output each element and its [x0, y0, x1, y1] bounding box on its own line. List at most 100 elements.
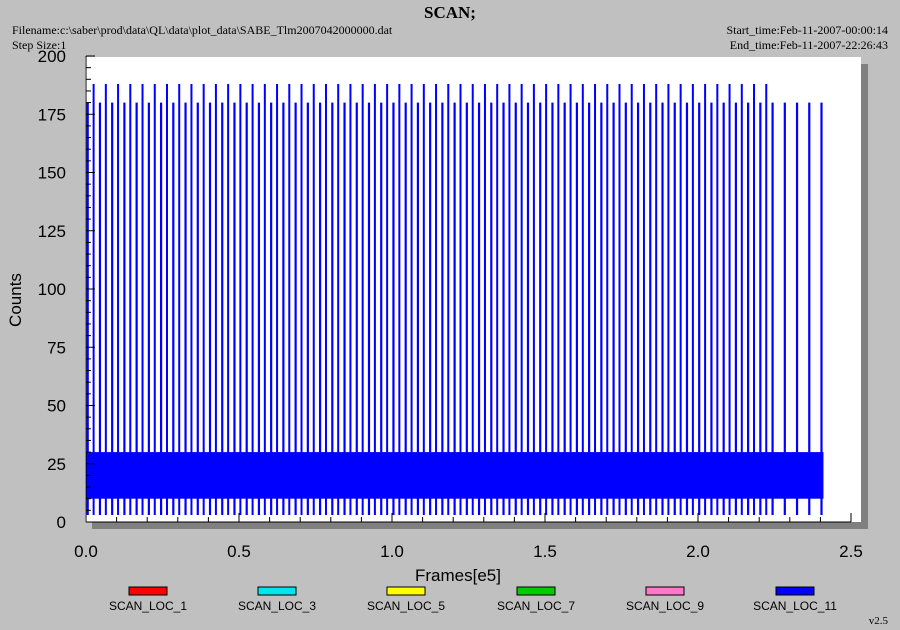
series-spike-high-scan-loc-11: [373, 83, 376, 516]
start-time-label: Start_time:Feb-11-2007-00:00:14: [726, 23, 888, 37]
series-spike-scan-loc-11: [453, 102, 456, 516]
series-spike-scan-loc-11: [490, 102, 493, 516]
version-label: v2.5: [868, 615, 888, 627]
series-spike-scan-loc-11: [759, 102, 762, 516]
series-spike-scan-loc-11: [477, 102, 481, 516]
series-spike-scan-loc-11: [355, 102, 358, 516]
y-tick-label: 0: [57, 513, 66, 532]
series-spike-high-scan-loc-11: [459, 83, 462, 516]
series-spike-high-scan-loc-11: [227, 83, 230, 516]
series-spike-scan-loc-11: [649, 102, 652, 516]
chart-title: SCAN;: [424, 3, 476, 22]
series-spike-high-scan-loc-11: [447, 83, 450, 516]
series-spike-high-scan-loc-11: [398, 83, 401, 516]
series-spike-scan-loc-11: [123, 102, 126, 516]
series-spike-scan-loc-11: [380, 102, 383, 516]
data-layer: [86, 83, 824, 516]
series-spike-scan-loc-11: [392, 102, 395, 516]
series-spike-scan-loc-11: [416, 102, 420, 516]
series-spike-scan-loc-11: [429, 102, 432, 516]
legend-label: SCAN_LOC_3: [238, 599, 316, 613]
series-spike-scan-loc-11: [526, 102, 530, 516]
series-spike-scan-loc-11: [747, 102, 750, 516]
x-axis-title: Frames[e5]: [415, 566, 501, 585]
series-spike-high-scan-loc-11: [349, 83, 352, 516]
series-spike-high-scan-loc-11: [704, 83, 707, 516]
series-spike-scan-loc-11: [722, 102, 725, 516]
series-spike-high-scan-loc-11: [471, 83, 474, 516]
series-spike-scan-loc-11: [808, 102, 811, 516]
series-spike-high-scan-loc-11: [117, 83, 120, 516]
series-spike-scan-loc-11: [624, 102, 627, 516]
series-spike-high-scan-loc-11: [679, 83, 682, 516]
legend-label: SCAN_LOC_5: [367, 599, 445, 613]
series-spike-high-scan-loc-11: [129, 83, 132, 516]
series-spike-scan-loc-11: [575, 102, 579, 516]
series-spike-high-scan-loc-11: [410, 83, 413, 516]
series-spike-high-scan-loc-11: [190, 83, 193, 516]
series-spike-high-scan-loc-11: [496, 83, 499, 516]
series-spike-scan-loc-11: [294, 102, 297, 516]
series-spike-high-scan-loc-11: [667, 83, 670, 516]
series-spike-scan-loc-11: [636, 102, 640, 516]
series-spike-high-scan-loc-11: [300, 83, 303, 516]
series-spike-scan-loc-11: [734, 102, 737, 516]
y-tick-label: 150: [38, 164, 66, 183]
series-spike-high-scan-loc-11: [483, 83, 486, 516]
x-tick-label: 0.5: [227, 542, 251, 561]
y-tick-label: 175: [38, 105, 66, 124]
series-spike-scan-loc-11: [465, 102, 468, 516]
series-spike-high-scan-loc-11: [753, 83, 756, 516]
x-tick-label: 0.0: [74, 542, 98, 561]
series-spike-high-scan-loc-11: [532, 83, 535, 516]
series-spike-high-scan-loc-11: [324, 83, 327, 516]
series-spike-scan-loc-11: [404, 102, 407, 516]
series-spike-high-scan-loc-11: [655, 83, 658, 516]
series-spike-scan-loc-11: [135, 102, 138, 516]
series-spike-scan-loc-11: [208, 102, 212, 516]
series-spike-high-scan-loc-11: [165, 83, 168, 516]
legend-swatch: [257, 586, 297, 596]
series-spike-scan-loc-11: [233, 102, 236, 516]
series-spike-scan-loc-11: [196, 102, 199, 516]
series-spike-high-scan-loc-11: [104, 83, 107, 516]
legend-label: SCAN_LOC_7: [497, 599, 575, 613]
series-spike-scan-loc-11: [588, 102, 591, 516]
legend-swatch: [128, 586, 168, 596]
series-spike-scan-loc-11: [343, 102, 346, 516]
series-spike-scan-loc-11: [514, 102, 517, 516]
series-spike-high-scan-loc-11: [337, 83, 340, 516]
series-spike-high-scan-loc-11: [178, 83, 181, 516]
y-tick-label: 25: [47, 455, 66, 474]
series-spike-scan-loc-11: [563, 102, 566, 516]
y-tick-label: 200: [38, 47, 66, 66]
series-spike-scan-loc-11: [673, 102, 676, 516]
series-spike-high-scan-loc-11: [92, 83, 95, 516]
series-spike-high-scan-loc-11: [202, 83, 205, 516]
series-spike-scan-loc-11: [147, 102, 150, 516]
x-tick-label: 1.5: [533, 542, 557, 561]
legend-swatch: [386, 586, 426, 596]
series-spike-high-scan-loc-11: [740, 83, 743, 516]
series-spike-scan-loc-11: [111, 102, 114, 516]
series-spike-high-scan-loc-11: [263, 83, 266, 516]
series-spike-scan-loc-11: [318, 102, 322, 516]
series-spike-high-scan-loc-11: [569, 83, 572, 516]
series-spike-high-scan-loc-11: [239, 83, 242, 516]
series-spike-scan-loc-11: [661, 102, 664, 516]
axes-layer: 0 25 50 75 100 125 150 175 200 0.0 0.5 1.0 1.5 2.0 2.5: [38, 47, 863, 561]
series-spike-scan-loc-11: [331, 102, 334, 516]
step-size-label: Step Size:1: [12, 38, 67, 52]
legend-label: SCAN_LOC_9: [626, 599, 704, 613]
series-spike-high-scan-loc-11: [765, 83, 768, 516]
series-spike-scan-loc-11: [502, 102, 505, 516]
series-spike-high-scan-loc-11: [276, 83, 279, 516]
series-spike-scan-loc-11: [685, 102, 689, 516]
y-tick-label: 125: [38, 222, 66, 241]
series-spike-scan-loc-11: [820, 102, 823, 516]
end-time-label: End_time:Feb-11-2007-22:26:43: [729, 38, 888, 52]
series-spike-scan-loc-11: [698, 102, 701, 516]
legend-label: SCAN_LOC_11: [753, 599, 837, 613]
series-spike-high-scan-loc-11: [386, 83, 389, 516]
